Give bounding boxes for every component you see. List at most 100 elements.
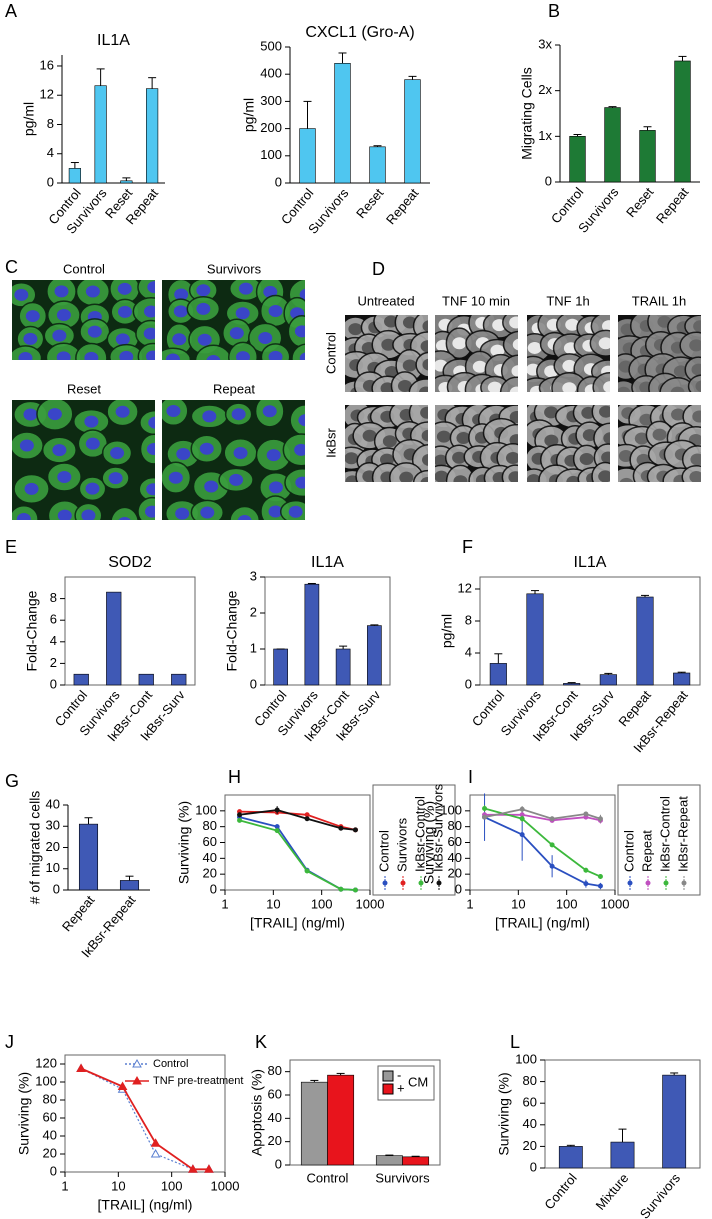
nucleus bbox=[117, 305, 132, 318]
error-bar bbox=[604, 672, 613, 675]
point bbox=[150, 1138, 161, 1147]
bar bbox=[68, 168, 81, 184]
y-tick-label: 8 bbox=[47, 116, 54, 131]
y-tick-label: 4 bbox=[465, 644, 472, 659]
error-bar bbox=[303, 100, 312, 129]
legend-label: IκBsr-Control bbox=[657, 796, 672, 872]
point bbox=[519, 812, 525, 818]
bar bbox=[673, 672, 691, 686]
nucleus bbox=[418, 386, 428, 392]
cell bbox=[284, 468, 305, 498]
y-tick-label: 40 bbox=[268, 1110, 282, 1125]
y-tick-label: 0 bbox=[250, 676, 257, 691]
nucleus bbox=[562, 382, 577, 392]
nucleus bbox=[693, 320, 701, 333]
nucleus bbox=[174, 288, 189, 301]
nucleus bbox=[202, 410, 217, 423]
row-label: Control bbox=[323, 332, 338, 374]
x-tick-label: Control bbox=[307, 1170, 349, 1185]
x-tick-label: 100 bbox=[311, 896, 333, 911]
point bbox=[117, 1081, 128, 1090]
y-axis-label: pg/ml bbox=[21, 102, 37, 136]
y-tick-label: 16 bbox=[40, 57, 54, 72]
image-label: Survivors bbox=[207, 261, 262, 276]
nucleus bbox=[288, 505, 303, 518]
panel-label: B bbox=[548, 1, 560, 21]
nucleus bbox=[562, 359, 577, 372]
nucleus bbox=[294, 443, 305, 456]
error-bar bbox=[566, 1144, 575, 1147]
point bbox=[304, 816, 310, 822]
point bbox=[237, 812, 243, 818]
error-bar bbox=[670, 1072, 679, 1076]
legend-swatch bbox=[382, 1083, 394, 1095]
nucleus bbox=[382, 435, 397, 448]
point bbox=[76, 1063, 86, 1072]
legend-swatch bbox=[382, 1070, 394, 1082]
plot-frame bbox=[479, 576, 701, 686]
panel-label: F bbox=[462, 537, 473, 557]
y-axis-label: # of migrated cells bbox=[27, 791, 43, 905]
point bbox=[597, 874, 603, 880]
point bbox=[352, 827, 358, 833]
x-tick-label: 1000 bbox=[356, 896, 385, 911]
nucleus bbox=[146, 483, 155, 496]
y-tick-label: 80 bbox=[43, 1091, 57, 1106]
x-tick-label: 10 bbox=[511, 896, 525, 911]
y-tick-label: 20 bbox=[203, 866, 217, 881]
chart-title: IL1A bbox=[311, 554, 344, 571]
point bbox=[237, 817, 243, 823]
error-bar bbox=[310, 1079, 319, 1083]
nucleus bbox=[268, 304, 283, 317]
error-bar bbox=[618, 1128, 627, 1143]
y-tick-label: 60 bbox=[268, 1086, 282, 1101]
micrograph bbox=[162, 280, 305, 360]
x-tick-label: Repeat bbox=[653, 184, 692, 226]
y-tick-label: 0 bbox=[47, 174, 54, 189]
nucleus bbox=[165, 353, 180, 360]
nucleus bbox=[692, 410, 701, 423]
nucleus bbox=[294, 325, 305, 338]
nucleus bbox=[598, 470, 610, 482]
nucleus bbox=[456, 432, 471, 445]
y-tick-label: 100 bbox=[195, 802, 217, 817]
nucleus bbox=[176, 448, 191, 461]
y-tick-label: 120 bbox=[35, 1055, 57, 1070]
nucleus bbox=[544, 434, 559, 447]
y-tick-label: 4 bbox=[50, 633, 57, 648]
point bbox=[549, 816, 555, 822]
legend-marker bbox=[681, 880, 687, 886]
nucleus bbox=[56, 351, 71, 360]
bar bbox=[558, 1146, 583, 1169]
legend-marker bbox=[436, 880, 442, 886]
legend-label: - bbox=[397, 1067, 401, 1082]
micrograph bbox=[435, 405, 518, 482]
nucleus bbox=[118, 516, 131, 520]
nucleus bbox=[16, 513, 31, 520]
nucleus bbox=[173, 305, 188, 318]
nucleus bbox=[145, 505, 155, 518]
series-line bbox=[239, 809, 356, 831]
nucleus bbox=[229, 327, 244, 340]
nucleus bbox=[172, 333, 187, 346]
legend-marker bbox=[132, 1075, 142, 1085]
nucleus bbox=[634, 432, 649, 445]
x-tick-label: 1 bbox=[61, 1178, 68, 1193]
nucleus bbox=[599, 405, 610, 418]
legend-title: CM bbox=[408, 1074, 428, 1089]
nucleus bbox=[268, 505, 283, 518]
point bbox=[274, 828, 280, 834]
nucleus bbox=[453, 475, 468, 482]
bar bbox=[94, 85, 107, 184]
nucleus bbox=[348, 323, 363, 336]
y-tick-label: 40 bbox=[46, 796, 60, 811]
cell bbox=[502, 330, 518, 359]
nucleus bbox=[695, 380, 701, 392]
chart-title: SOD2 bbox=[108, 554, 152, 571]
nucleus bbox=[652, 428, 667, 441]
plot-frame bbox=[469, 794, 616, 891]
point bbox=[304, 868, 310, 874]
bar bbox=[273, 648, 288, 686]
error-bar bbox=[573, 134, 582, 137]
nucleus bbox=[57, 509, 72, 520]
